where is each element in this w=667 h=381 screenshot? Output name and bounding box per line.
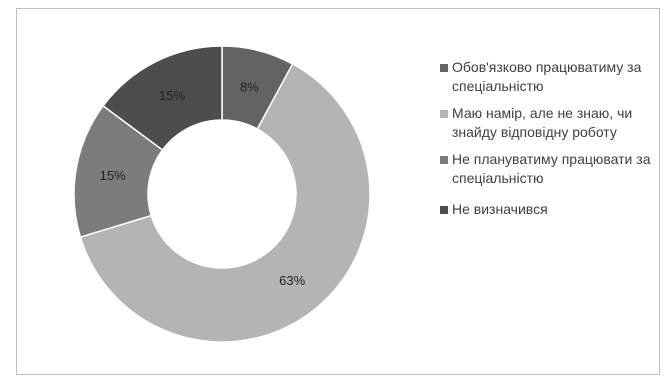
slice-label: 8% [240, 79, 259, 94]
legend-label: Не плануватиму працювати за спеціальніст… [452, 151, 651, 186]
legend-label: Маю намір, але не знаю, чи знайду відпов… [452, 105, 633, 140]
slice-label: 63% [279, 273, 305, 288]
legend-item-not-planning: Не плануватиму працювати за спеціальніст… [440, 150, 662, 188]
slice-label: 15% [100, 168, 126, 183]
slice-label: 15% [159, 88, 185, 103]
slice-labels: 8% 63% 15% 15% [100, 79, 306, 288]
legend: Обов'язково працюватиму за спеціальністю… [440, 58, 662, 219]
slice-undecided [102, 45, 223, 151]
legend-swatch [440, 64, 448, 72]
legend-swatch [440, 156, 448, 164]
legend-label: Обов'язково працюватиму за спеціальністю [452, 59, 642, 94]
legend-label: Не визначився [452, 201, 548, 217]
donut-slices [73, 45, 371, 343]
legend-swatch [440, 206, 448, 214]
legend-item-obligatory: Обов'язково працюватиму за спеціальністю [440, 58, 662, 96]
slice-intend [79, 62, 371, 343]
legend-item-intend: Маю намір, але не знаю, чи знайду відпов… [440, 104, 662, 142]
legend-item-undecided: Не визначився [440, 200, 662, 219]
legend-swatch [440, 110, 448, 118]
